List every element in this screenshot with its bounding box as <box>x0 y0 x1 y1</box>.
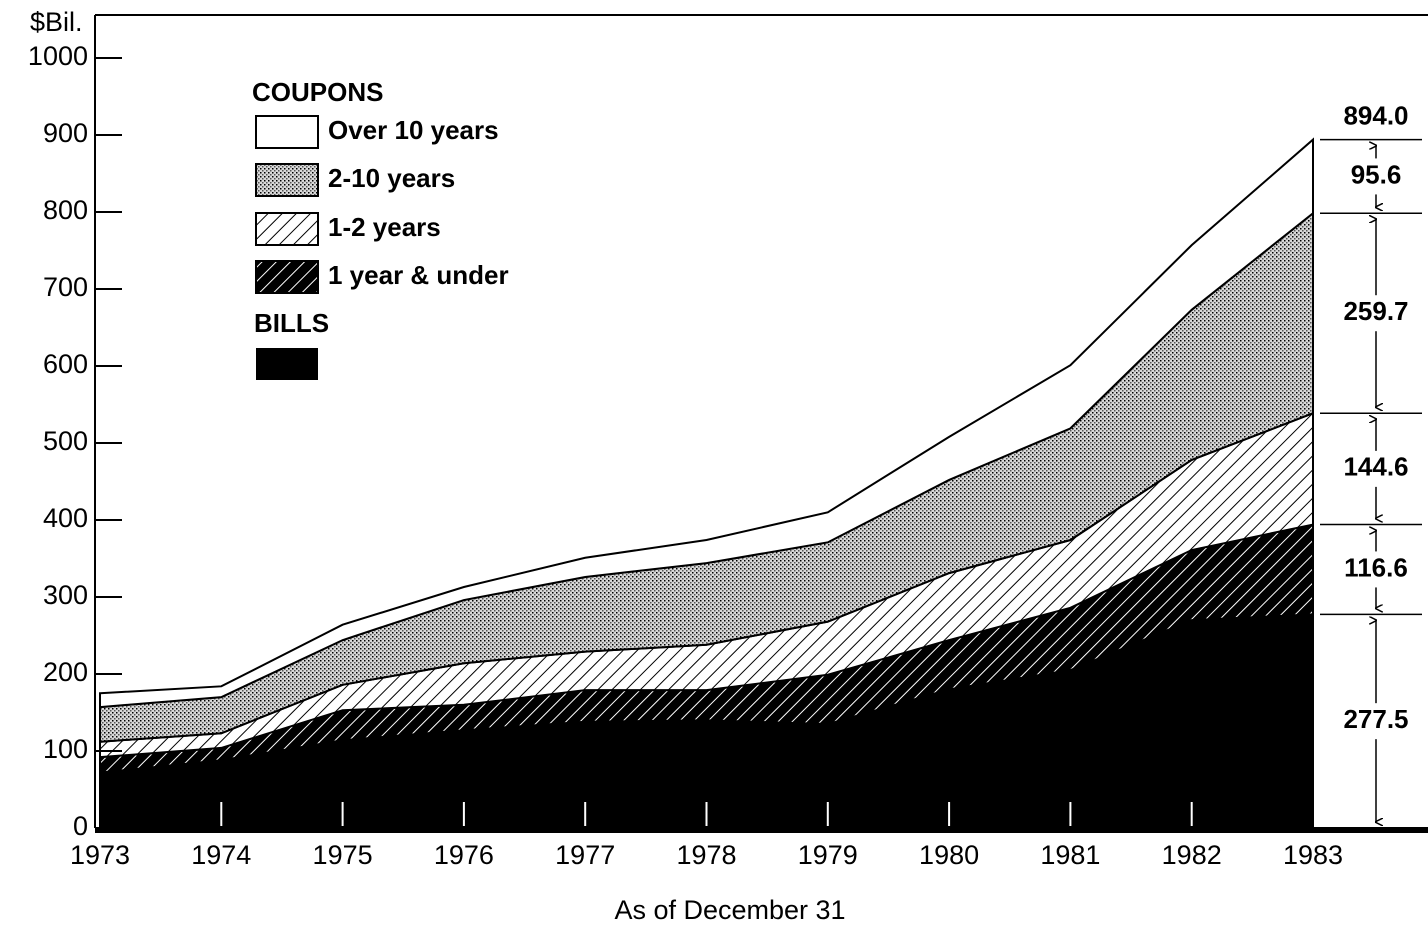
legend-label: 1 year & under <box>328 260 509 290</box>
x-tick-label: 1975 <box>313 840 373 870</box>
x-tick-label: 1982 <box>1162 840 1222 870</box>
x-tick-label: 1979 <box>798 840 858 870</box>
legend-label: 1-2 years <box>328 212 441 242</box>
x-tick-label: 1978 <box>676 840 736 870</box>
legend-swatch <box>256 348 318 380</box>
value-label: 277.5 <box>1343 704 1408 734</box>
legend-swatch <box>255 115 319 149</box>
x-tick-label: 1983 <box>1283 840 1343 870</box>
x-tick-label: 1981 <box>1040 840 1100 870</box>
total-label: 894.0 <box>1343 100 1408 130</box>
y-tick-label: 600 <box>43 349 88 379</box>
y-tick-label: 0 <box>73 811 88 841</box>
y-tick-label: 900 <box>43 118 88 148</box>
y-tick-label: 1000 <box>28 41 88 71</box>
y-tick-label: 500 <box>43 426 88 456</box>
y-tick-label: 100 <box>43 734 88 764</box>
x-tick-label: 1977 <box>555 840 615 870</box>
x-tick-label: 1976 <box>434 840 494 870</box>
x-tick-label: 1980 <box>919 840 979 870</box>
x-axis-label: As of December 31 <box>614 895 845 925</box>
value-label: 116.6 <box>1344 552 1408 582</box>
value-label: 259.7 <box>1343 296 1408 326</box>
area <box>99 137 1314 709</box>
y-tick-label: 200 <box>43 657 88 687</box>
y-tick-label: 400 <box>43 503 88 533</box>
x-tick-label: 1974 <box>191 840 251 870</box>
legend-swatch <box>255 212 319 246</box>
y-axis-label: $Bil. <box>30 7 83 37</box>
y-tick-label: 800 <box>43 195 88 225</box>
legend-label: Over 10 years <box>328 115 499 145</box>
legend-title: COUPONS <box>252 77 383 107</box>
x-tick-label: 1973 <box>70 840 130 870</box>
legend-swatch <box>255 163 319 197</box>
value-label: 144.6 <box>1343 452 1408 482</box>
value-label: 95.6 <box>1351 159 1402 189</box>
legend-label: 2-10 years <box>328 163 455 193</box>
legend-label: BILLS <box>254 308 329 338</box>
legend-swatch <box>255 260 319 294</box>
y-tick-label: 300 <box>43 580 88 610</box>
y-tick-label: 700 <box>43 272 88 302</box>
